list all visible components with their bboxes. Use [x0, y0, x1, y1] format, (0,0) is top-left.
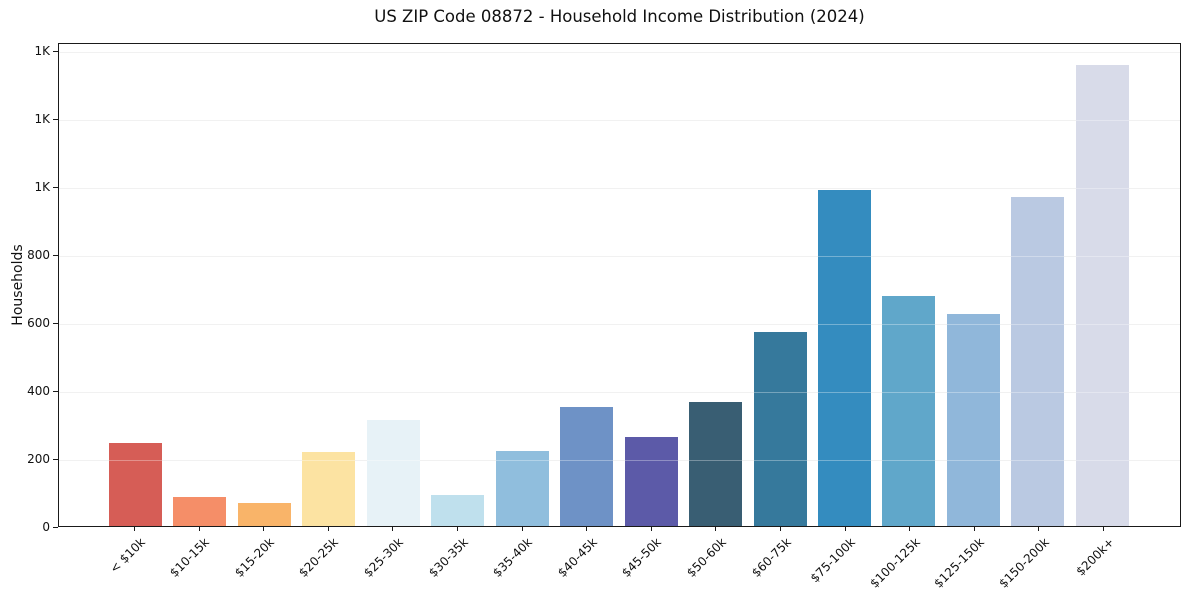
x-tick-label: $15-20k: [231, 535, 277, 580]
x-tick-mark: [457, 527, 458, 531]
bar: [366, 420, 420, 526]
x-tick-label: $40-45k: [554, 535, 600, 580]
bar: [946, 313, 1000, 526]
x-tick-label: $25-30k: [360, 535, 406, 580]
bar: [689, 402, 743, 526]
y-tick-mark: [53, 118, 58, 120]
bar: [109, 443, 162, 526]
y-tick-label: 400: [27, 384, 50, 399]
bar: [431, 495, 485, 526]
x-tick-mark: [780, 527, 781, 531]
x-tick-label: $50-60k: [683, 535, 729, 580]
x-tick-label: $200k+: [1072, 535, 1117, 579]
x-tick-mark: [650, 527, 652, 531]
x-tick-mark: [521, 527, 523, 531]
y-tick-mark: [53, 458, 58, 460]
y-tick-mark: [53, 254, 58, 256]
x-tick-mark: [715, 527, 717, 531]
y-tick-label: 1K: [34, 180, 50, 195]
x-tick-mark: [392, 527, 394, 531]
x-tick-label: < $10k: [106, 535, 148, 576]
bars-container: [59, 44, 1180, 526]
bar: [817, 189, 871, 526]
x-tick-mark: [263, 527, 265, 531]
y-tick-label: 200: [27, 452, 50, 467]
y-tick-label: 600: [27, 316, 50, 331]
x-tick-mark: [1103, 527, 1104, 531]
bar: [882, 296, 936, 526]
x-tick-label: $45-50k: [619, 535, 665, 580]
x-tick-label: $30-35k: [425, 535, 471, 580]
y-tick-label: 1K: [34, 44, 50, 59]
plot-area: [58, 43, 1181, 527]
x-tick-label: $60-75k: [748, 535, 794, 580]
bar: [495, 450, 549, 526]
y-tick-mark: [53, 322, 58, 324]
y-tick-label: 0: [42, 520, 50, 534]
x-tick-label: $10-15k: [167, 535, 212, 580]
x-tick-mark: [586, 527, 588, 531]
bar: [237, 503, 291, 526]
chart-title: US ZIP Code 08872 - Household Income Dis…: [374, 7, 865, 26]
x-tick-mark: [134, 527, 135, 531]
bar: [560, 407, 614, 526]
bar: [753, 331, 807, 526]
y-tick-label: 1K: [34, 112, 50, 127]
x-tick-mark: [909, 527, 911, 531]
x-tick-label: $20-25k: [296, 535, 342, 580]
x-tick-label: $75-100k: [807, 535, 858, 586]
x-tick-mark: [1038, 527, 1040, 531]
x-tick-label: $35-40k: [490, 535, 535, 580]
x-tick-mark: [973, 527, 975, 531]
x-tick-mark: [198, 527, 200, 531]
bar: [1011, 196, 1065, 526]
y-tick-mark: [53, 526, 58, 528]
x-tick-mark: [844, 527, 846, 531]
bar: [302, 451, 356, 526]
bar: [1075, 65, 1129, 526]
y-tick-mark: [53, 186, 58, 188]
x-tick-mark: [327, 527, 329, 531]
y-tick-label: 800: [27, 248, 50, 263]
bar: [624, 437, 678, 526]
bar: [173, 496, 227, 526]
y-tick-mark: [53, 50, 58, 52]
y-tick-mark: [53, 390, 58, 392]
